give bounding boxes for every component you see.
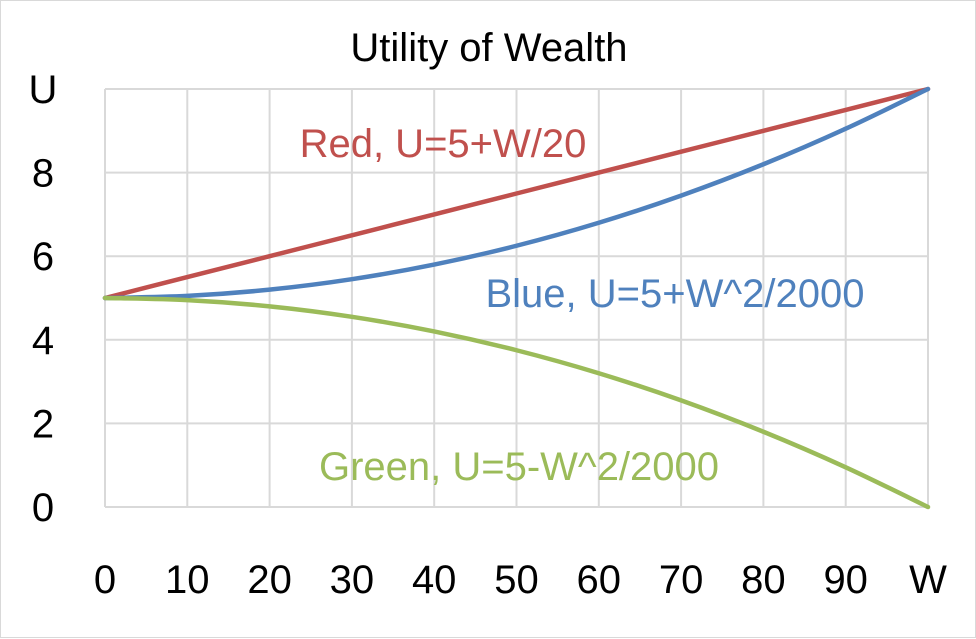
y-axis-tick-labels: 0 2 4 6 8 U	[29, 68, 58, 530]
x-tick-label: 10	[165, 558, 210, 602]
y-tick-label: U	[29, 68, 58, 112]
series-line-blue	[102, 86, 931, 301]
x-tick-label: 80	[741, 558, 786, 602]
plot-series	[102, 86, 931, 510]
y-tick-label: 6	[32, 235, 54, 279]
series-line-red	[102, 86, 931, 301]
y-tick-label: 2	[32, 402, 54, 446]
series-line-green	[102, 295, 931, 510]
y-tick-label: 4	[32, 319, 54, 363]
x-tick-label: 30	[330, 558, 375, 602]
gridlines	[104, 88, 929, 508]
x-tick-label: 90	[823, 558, 868, 602]
x-tick-label: 20	[247, 558, 292, 602]
x-tick-label: 0	[94, 558, 116, 602]
y-tick-label: 8	[32, 152, 54, 196]
x-tick-label: 40	[412, 558, 457, 602]
x-tick-label: W	[909, 558, 947, 602]
series-label-green: Green, U=5-W^2/2000	[319, 445, 719, 489]
series-label-red: Red, U=5+W/20	[300, 122, 587, 166]
x-tick-label: 70	[659, 558, 704, 602]
series-annotations: Red, U=5+W/20 Blue, U=5+W^2/2000 Green, U=…	[300, 122, 865, 489]
series-label-blue: Blue, U=5+W^2/2000	[485, 272, 864, 316]
y-tick-label: 0	[32, 486, 54, 530]
x-axis-tick-labels: 0 10 20 30 40 50 60 70 80 90 W	[94, 558, 947, 602]
x-tick-label: 60	[577, 558, 622, 602]
x-tick-label: 50	[494, 558, 539, 602]
chart-title: Utility of Wealth	[350, 26, 627, 70]
